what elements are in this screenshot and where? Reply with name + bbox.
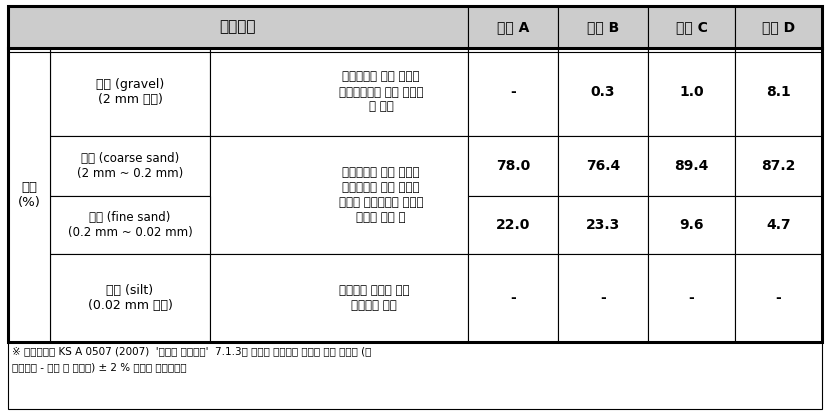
Text: -: - — [688, 291, 694, 305]
Text: 비표면적이 작고 토양의
이화학성에는 거의 기여하
지 않음: 비표면적이 작고 토양의 이화학성에는 거의 기여하 지 않음 — [338, 71, 423, 113]
Text: -: - — [509, 85, 515, 99]
Text: 황토 A: 황토 A — [496, 20, 528, 34]
Text: 황토 D: 황토 D — [761, 20, 794, 34]
Text: 89.4: 89.4 — [673, 159, 708, 173]
Text: 0.3: 0.3 — [590, 85, 614, 99]
Text: 분석항목: 분석항목 — [219, 19, 256, 35]
Bar — [8, 48, 50, 342]
Text: 입도
(%): 입도 (%) — [17, 181, 41, 209]
Bar — [648, 136, 734, 196]
Bar — [734, 254, 821, 342]
Bar — [467, 48, 557, 136]
Bar — [648, 48, 734, 136]
Text: 점착성은 없지만 약한
응집력을 가짐: 점착성은 없지만 약한 응집력을 가짐 — [338, 284, 409, 312]
Bar — [210, 136, 467, 254]
Text: 9.6: 9.6 — [678, 218, 703, 232]
Bar — [50, 136, 210, 196]
Text: 1.0: 1.0 — [678, 85, 703, 99]
Bar — [8, 6, 821, 342]
Text: 험시료량 - 시험 후 시료량) ± 2 % 이내를 만족하였음: 험시료량 - 시험 후 시료량) ± 2 % 이내를 만족하였음 — [12, 362, 186, 372]
Bar — [210, 254, 467, 342]
Text: 4.7: 4.7 — [765, 218, 790, 232]
Bar — [50, 48, 210, 136]
Bar — [8, 342, 821, 409]
Text: -: - — [775, 291, 781, 305]
Bar — [648, 254, 734, 342]
Bar — [734, 136, 821, 196]
Bar — [734, 48, 821, 136]
Bar — [467, 136, 557, 196]
Bar — [648, 6, 734, 48]
Bar — [648, 196, 734, 254]
Text: -: - — [509, 291, 515, 305]
Text: 78.0: 78.0 — [495, 159, 529, 173]
Bar — [557, 48, 648, 136]
Text: 비표면적이 작고 토양의
이화학성에 대한 기여는
낮지만 토양구조의 골격을
만드는 역할 함: 비표면적이 작고 토양의 이화학성에 대한 기여는 낮지만 토양구조의 골격을 … — [338, 166, 423, 224]
Text: 22.0: 22.0 — [495, 218, 529, 232]
Bar — [467, 254, 557, 342]
Bar — [734, 6, 821, 48]
Text: -: - — [600, 291, 605, 305]
Text: 76.4: 76.4 — [586, 159, 619, 173]
Bar — [557, 6, 648, 48]
Bar — [557, 196, 648, 254]
Text: ※ 분석결과는 KS A 0507 (2007)  '체가름 시험방법'  7.1.3에 제시된 정도보증 범위인 시료 손실량 (시: ※ 분석결과는 KS A 0507 (2007) '체가름 시험방법' 7.1.… — [12, 346, 371, 356]
Text: 황토 C: 황토 C — [675, 20, 706, 34]
Text: 8.1: 8.1 — [765, 85, 790, 99]
Text: 실트 (silt)
(0.02 mm 미만): 실트 (silt) (0.02 mm 미만) — [88, 284, 172, 312]
Bar — [467, 6, 557, 48]
Bar — [734, 196, 821, 254]
Bar — [467, 196, 557, 254]
Text: 황토 B: 황토 B — [586, 20, 619, 34]
Bar — [210, 48, 467, 136]
Bar — [8, 6, 467, 48]
Text: 세사 (fine sand)
(0.2 mm ~ 0.02 mm): 세사 (fine sand) (0.2 mm ~ 0.02 mm) — [68, 211, 192, 239]
Text: 자갈 (gravel)
(2 mm 이상): 자갈 (gravel) (2 mm 이상) — [96, 78, 164, 106]
Text: 조사 (coarse sand)
(2 mm ~ 0.2 mm): 조사 (coarse sand) (2 mm ~ 0.2 mm) — [77, 152, 183, 180]
Text: 87.2: 87.2 — [760, 159, 795, 173]
Bar — [50, 196, 210, 254]
Bar — [557, 136, 648, 196]
Bar — [50, 254, 210, 342]
Text: 23.3: 23.3 — [586, 218, 619, 232]
Bar — [557, 254, 648, 342]
